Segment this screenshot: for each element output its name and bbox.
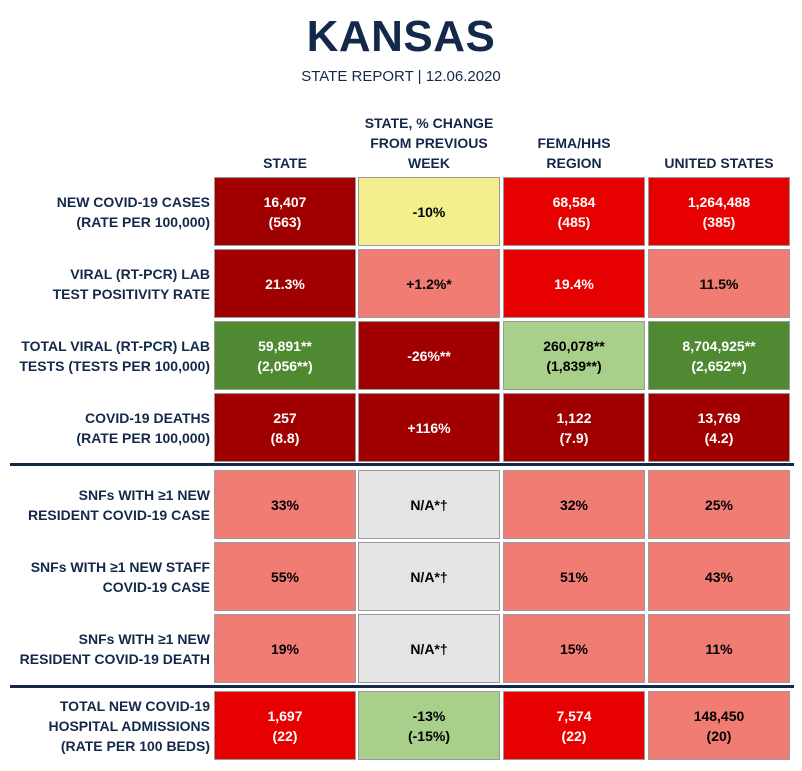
table-cell: 148,450 (20) <box>648 691 790 760</box>
table-cell: N/A*† <box>358 614 500 683</box>
table-cell: 1,264,488 (385) <box>648 177 790 246</box>
table-cell: +116% <box>358 393 500 462</box>
row-label: VIRAL (RT-PCR) LAB TEST POSITIVITY RATE <box>52 265 210 302</box>
report-title: KANSAS <box>306 12 496 61</box>
table-cell: -10% <box>358 177 500 246</box>
table-cell: 51% <box>503 542 645 611</box>
column-header-4: UNITED STATES <box>664 155 774 171</box>
table-cell: 260,078** (1,839**) <box>503 321 645 390</box>
table-cell: 32% <box>503 470 645 539</box>
table-cell: -26%** <box>358 321 500 390</box>
table-cell: 1,697 (22) <box>214 691 356 760</box>
column-header-1: STATE <box>263 155 307 171</box>
row-label: TOTAL NEW COVID-19 HOSPITAL ADMISSIONS (… <box>48 697 210 754</box>
row-label: SNFs WITH ≥1 NEW RESIDENT COVID-19 CASE <box>27 486 210 523</box>
table-cell: 8,704,925** (2,652**) <box>648 321 790 390</box>
table-cell: 21.3% <box>214 249 356 318</box>
table-cell: 33% <box>214 470 356 539</box>
row-label: NEW COVID-19 CASES (RATE PER 100,000) <box>56 193 210 230</box>
row-label: SNFs WITH ≥1 NEW STAFF COVID-19 CASE <box>30 558 210 595</box>
table-cell: +1.2%* <box>358 249 500 318</box>
table-cell: 16,407 (563) <box>214 177 356 246</box>
row-label: SNFs WITH ≥1 NEW RESIDENT COVID-19 DEATH <box>19 630 210 667</box>
table-cell: 11% <box>648 614 790 683</box>
table-cell: 7,574 (22) <box>503 691 645 760</box>
table-cell: 15% <box>503 614 645 683</box>
table-cell: 43% <box>648 542 790 611</box>
table-cell: 59,891** (2,056**) <box>214 321 356 390</box>
table-cell: 68,584 (485) <box>503 177 645 246</box>
section-divider <box>10 685 794 688</box>
table-cell: 257 (8.8) <box>214 393 356 462</box>
table-cell: -13% (-15%) <box>358 691 500 760</box>
row-label: COVID-19 DEATHS (RATE PER 100,000) <box>76 409 210 446</box>
table-cell: 55% <box>214 542 356 611</box>
report-subtitle: STATE REPORT | 12.06.2020 <box>301 68 501 85</box>
section-divider <box>10 463 794 466</box>
table-cell: 25% <box>648 470 790 539</box>
column-header-3: FEMA/HHS REGION <box>537 135 611 171</box>
table-cell: N/A*† <box>358 542 500 611</box>
table-cell: N/A*† <box>358 470 500 539</box>
column-header-2: STATE, % CHANGE FROM PREVIOUS WEEK <box>364 115 494 171</box>
table-cell: 11.5% <box>648 249 790 318</box>
table-cell: 13,769 (4.2) <box>648 393 790 462</box>
table-cell: 1,122 (7.9) <box>503 393 645 462</box>
row-label: TOTAL VIRAL (RT-PCR) LAB TESTS (TESTS PE… <box>19 337 210 374</box>
table-cell: 19% <box>214 614 356 683</box>
table-cell: 19.4% <box>503 249 645 318</box>
